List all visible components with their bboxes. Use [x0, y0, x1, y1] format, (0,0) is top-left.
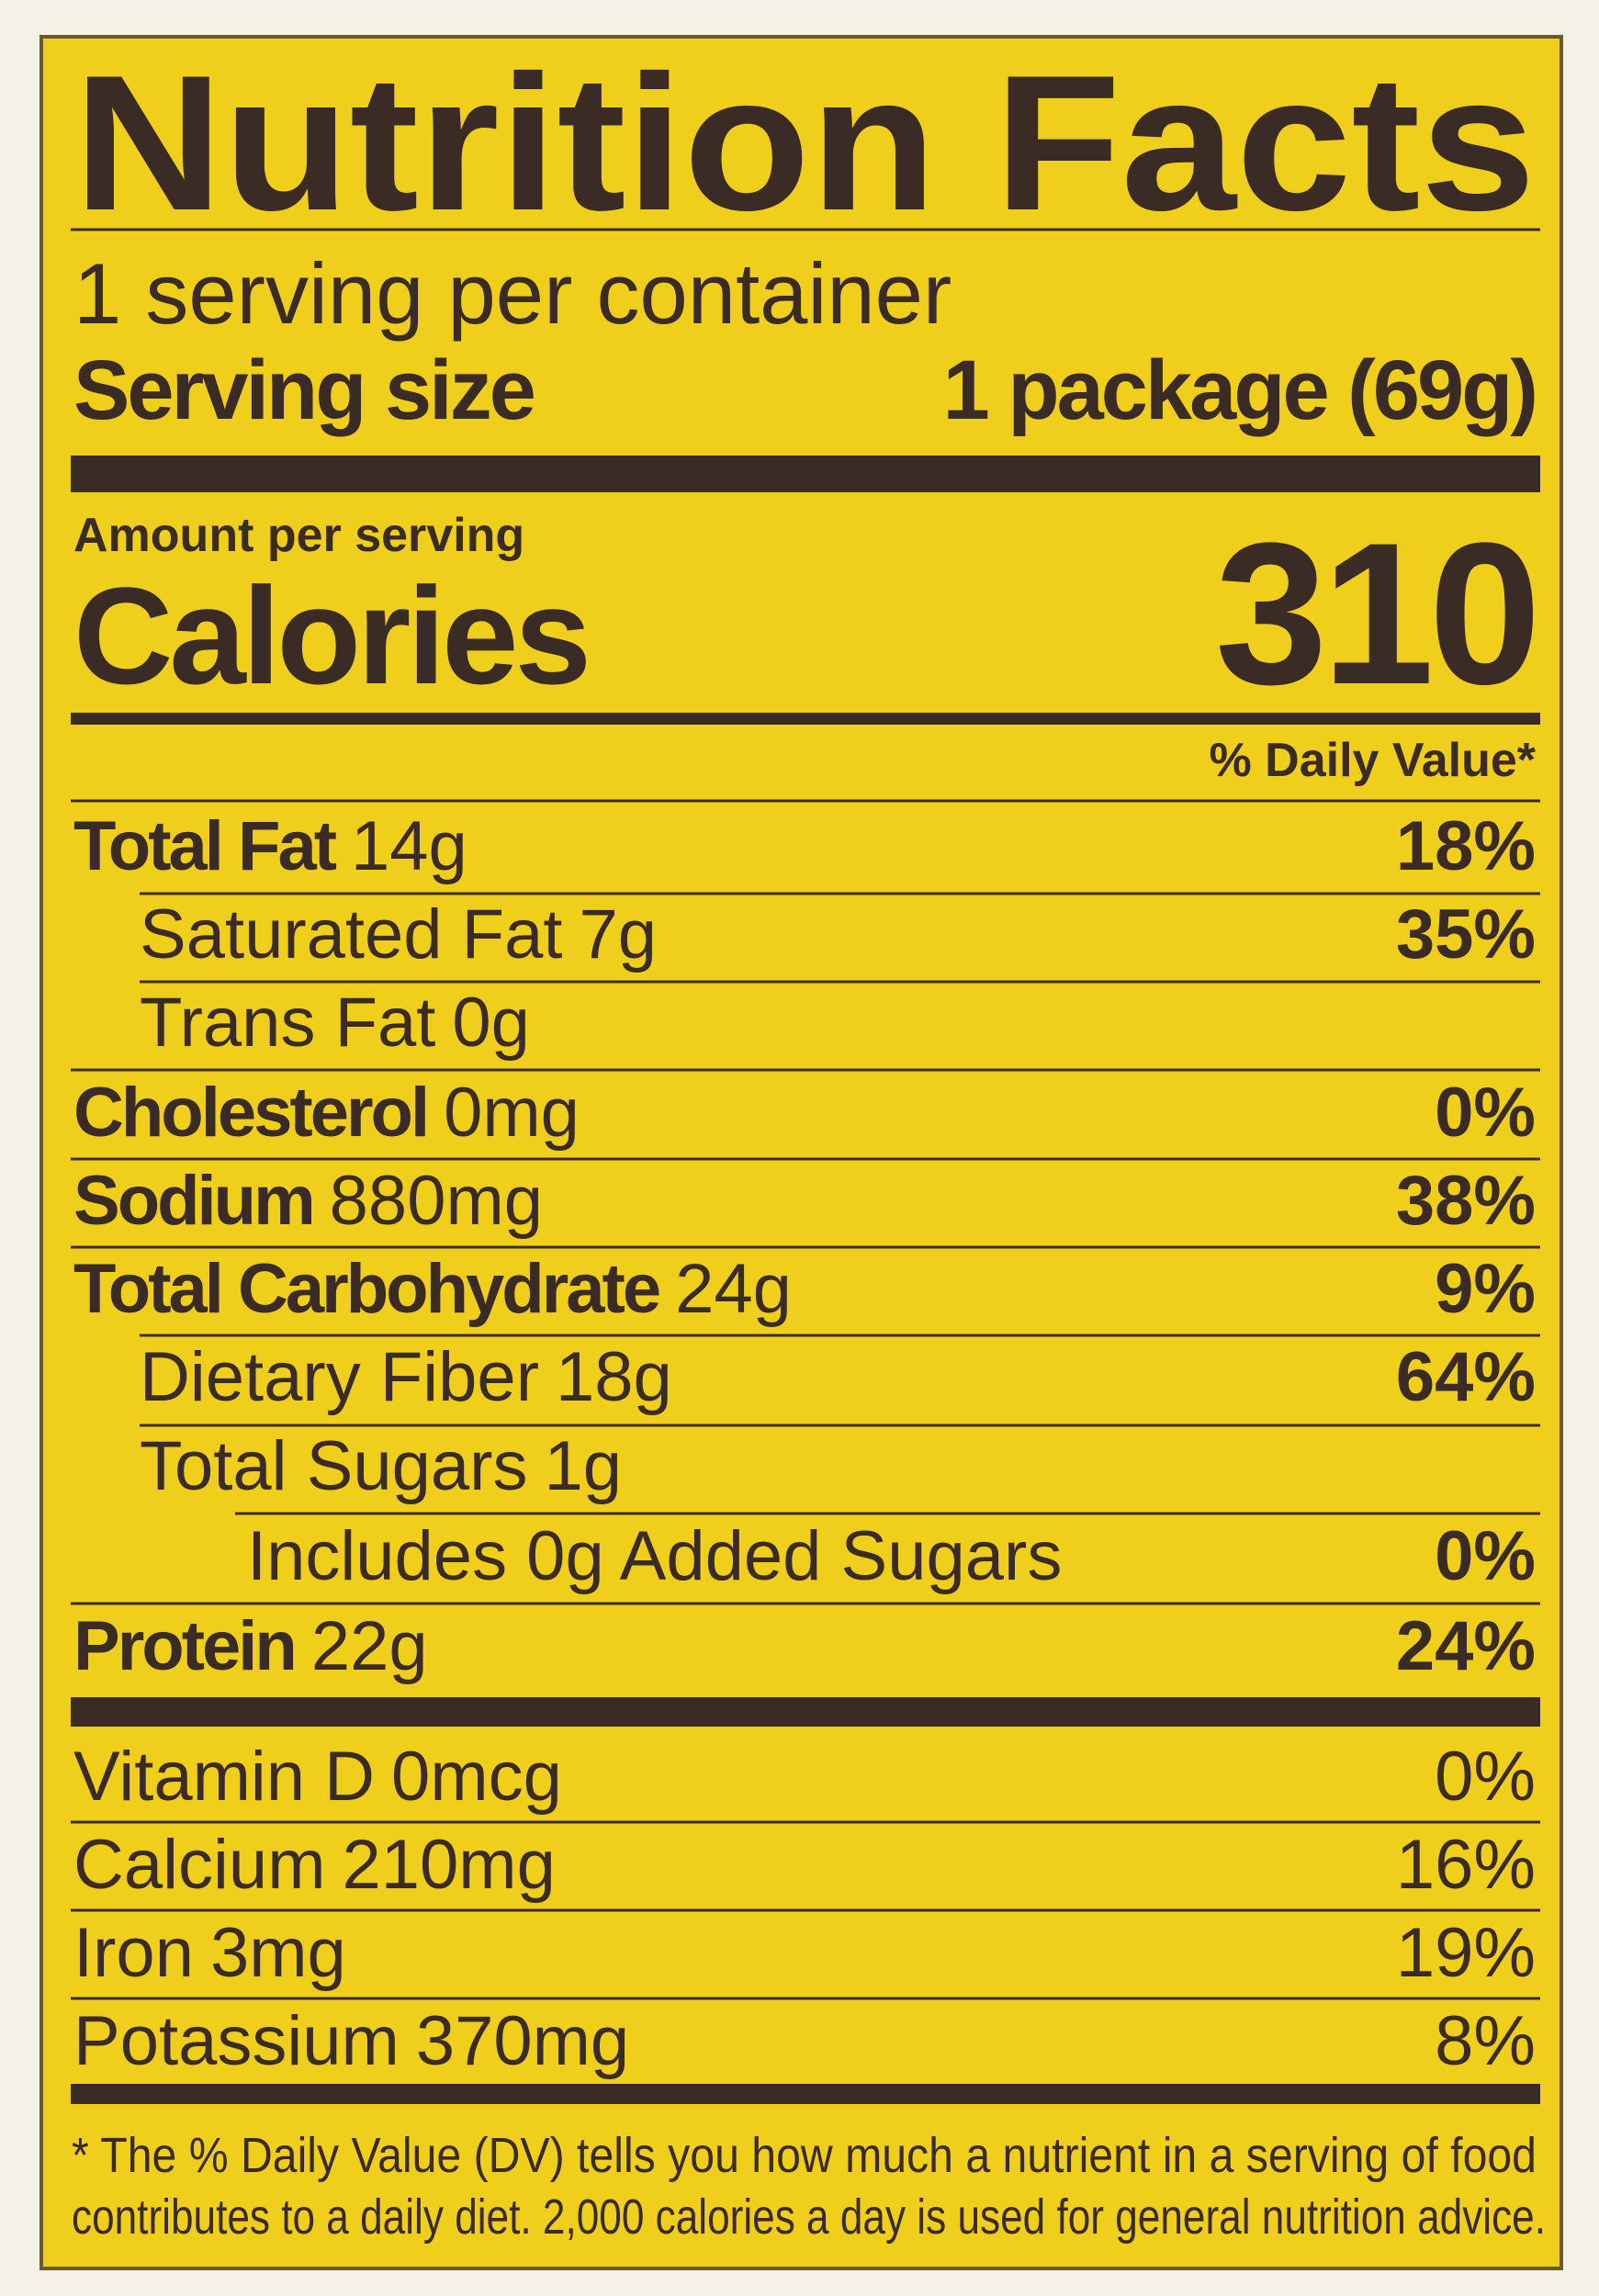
nutrient-name: Includes 0g Added Sugars: [247, 1517, 1062, 1595]
nutrient-name: Saturated Fat: [140, 895, 563, 974]
nutrient-amount: 24g: [675, 1250, 792, 1328]
nutrient-dv: 38%: [1396, 1162, 1536, 1240]
nutrient-row: Total Sugars 1g: [140, 1427, 622, 1505]
nutrient-amount: 880mg: [330, 1162, 543, 1240]
nutrient-dv: 0%: [1435, 1074, 1536, 1152]
nutrient-dv: 18%: [1396, 807, 1536, 885]
amount-per-serving: Amount per serving: [73, 509, 524, 562]
nutrient-row: Total Carbohydrate 24g: [73, 1250, 792, 1328]
nutrient-amount: 22g: [311, 1607, 428, 1685]
nutrient-row: Saturated Fat 7g: [140, 895, 657, 974]
nutrient-name: Trans Fat: [140, 984, 435, 1062]
nutrient-name: Protein: [73, 1607, 295, 1685]
nutrient-row: Protein 22g: [73, 1607, 428, 1685]
vitamin-amount: 3mg: [210, 1914, 346, 1992]
vitamin-row: Iron 3mg: [73, 1914, 346, 1992]
nutrient-name: Total Sugars: [140, 1427, 527, 1505]
nutrient-dv: 0%: [1435, 1517, 1536, 1595]
nutrient-row: Sodium 880mg: [73, 1162, 543, 1240]
footnote-line: * The % Daily Value (DV) tells you how m…: [72, 2128, 1537, 2183]
vitamin-row: Potassium 370mg: [73, 2002, 629, 2080]
vitamin-name: Vitamin D: [73, 1738, 375, 1816]
vitamin-dv: 0%: [1435, 1738, 1536, 1816]
nutrient-dv: 35%: [1396, 895, 1536, 974]
serving-size-value: 1 package (69g): [943, 343, 1536, 437]
vitamin-row: Calcium 210mg: [73, 1826, 556, 1904]
dv-header: % Daily Value*: [1209, 734, 1536, 787]
servings: 1 serving per container: [73, 245, 952, 342]
thick-bar: [71, 456, 1540, 492]
title: Nutrition Facts: [73, 35, 1536, 251]
nutrient-amount: 0g: [452, 984, 530, 1062]
vitamin-name: Potassium: [73, 2002, 400, 2080]
label-background: [39, 35, 1563, 2270]
nutrient-dv: 64%: [1396, 1338, 1536, 1416]
nutrient-amount: 7g: [580, 895, 658, 974]
nutrient-amount: 14g: [351, 807, 467, 885]
serving-size-label: Serving size: [73, 343, 535, 437]
medium-bar: [71, 713, 1540, 725]
nutrient-name: Sodium: [73, 1162, 313, 1240]
nutrient-dv: 9%: [1435, 1250, 1536, 1328]
nutrient-name: Total Carbohydrate: [73, 1250, 659, 1328]
thick-bar: [71, 1697, 1540, 1727]
vitamin-amount: 210mg: [343, 1826, 556, 1904]
calories-label: Calories: [73, 558, 588, 713]
vitamin-amount: 370mg: [416, 2002, 629, 2080]
vitamin-name: Iron: [73, 1914, 194, 1992]
nutrient-name: Total Fat: [73, 807, 337, 885]
vitamin-dv: 8%: [1435, 2002, 1536, 2080]
nutrient-row: Dietary Fiber 18g: [140, 1338, 672, 1416]
vitamin-row: Vitamin D 0mcg: [73, 1738, 562, 1816]
vitamin-dv: 19%: [1396, 1914, 1536, 1992]
nutrient-row: Trans Fat 0g: [140, 984, 530, 1062]
vitamin-dv: 16%: [1396, 1826, 1536, 1904]
nutrient-amount: 18g: [556, 1338, 672, 1416]
nutrient-name: Dietary Fiber: [140, 1338, 539, 1416]
vitamin-name: Calcium: [73, 1826, 326, 1904]
vitamin-amount: 0mcg: [391, 1738, 562, 1816]
calories-value: 310: [1215, 501, 1536, 726]
nutrient-dv: 24%: [1396, 1607, 1536, 1685]
nutrient-row: Cholesterol 0mg: [73, 1074, 580, 1152]
nutrient-name: Cholesterol: [73, 1074, 427, 1152]
thick-bar: [71, 2084, 1540, 2104]
nutrient-amount: 1g: [544, 1427, 622, 1505]
nutrient-amount: 0mg: [444, 1074, 580, 1152]
footnote-line: contributes to a daily diet. 2,000 calor…: [72, 2189, 1546, 2245]
nutrient-row: Total Fat 14g: [73, 807, 467, 885]
